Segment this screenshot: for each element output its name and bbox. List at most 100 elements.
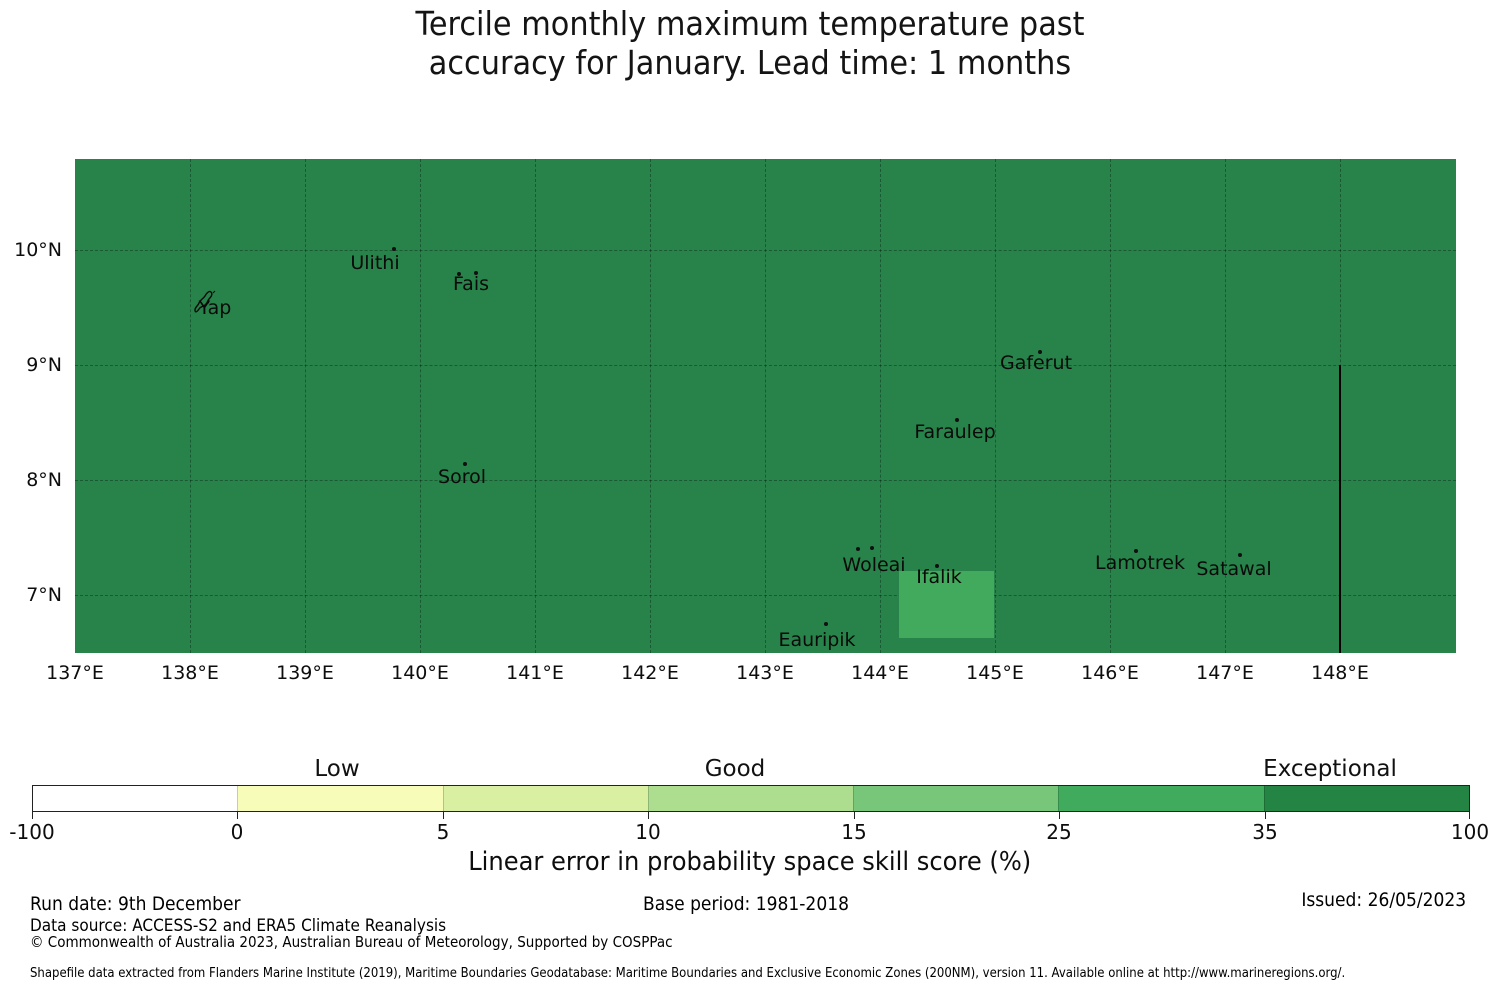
- island-label-ulithi: Ulithi: [350, 252, 400, 274]
- y-tick-10n: 10°N: [14, 239, 62, 261]
- island-dot-sorol: [463, 462, 467, 466]
- colorbar-tickmark-n100: [32, 812, 33, 819]
- colorbar-segment-6: [1058, 786, 1264, 811]
- x-tick-142e: 142°E: [621, 662, 679, 684]
- x-tick-140e: 140°E: [391, 662, 449, 684]
- gridline-vertical-146e: [1110, 159, 1111, 653]
- colorbar-segment-7: [1263, 786, 1469, 811]
- colorbar: [32, 785, 1470, 812]
- colorbar-segment-1: [33, 786, 238, 811]
- colorbar-segment-3: [442, 786, 648, 811]
- copyright-text: © Commonwealth of Australia 2023, Austra…: [30, 933, 744, 951]
- island-dot-fais-2: [474, 271, 478, 275]
- y-tick-7n: 7°N: [26, 584, 62, 606]
- island-dot-lamotrek: [1134, 549, 1138, 553]
- page-title-line-2: accuracy for January. Lead time: 1 month…: [428, 43, 1072, 82]
- x-tick-138e: 138°E: [161, 662, 219, 684]
- island-label-sorol: Sorol: [438, 466, 486, 488]
- gridline-vertical-139e: [305, 159, 306, 653]
- x-tick-144e: 144°E: [851, 662, 909, 684]
- run-date-text: Run date: 9th December: [30, 893, 264, 915]
- gridline-vertical-142e: [650, 159, 651, 653]
- data-source-value: Data source: ACCESS-S2 and ERA5 Climate …: [30, 916, 447, 936]
- gridline-horizontal-8n: [75, 480, 1456, 481]
- island-dot-ulithi: [392, 247, 396, 251]
- island-dot-satawal: [1238, 553, 1242, 557]
- page-title: Tercile monthly maximum temperature past…: [0, 4, 1500, 82]
- gridline-vertical-147e: [1225, 159, 1226, 653]
- copyright-value: © Commonwealth of Australia 2023, Austra…: [30, 933, 673, 951]
- base-period-text: Base period: 1981-2018: [643, 893, 872, 915]
- colorbar-segment-5: [853, 786, 1059, 811]
- x-tick-146e: 146°E: [1081, 662, 1139, 684]
- page-title-line-1: Tercile monthly maximum temperature past: [415, 4, 1085, 43]
- island-label-satawal: Satawal: [1196, 558, 1272, 580]
- colorbar-tickmark-25: [1059, 812, 1060, 819]
- colorbar-tickmark-100: [1469, 812, 1470, 819]
- colorbar-category-low: Low: [314, 756, 360, 782]
- y-tick-9n: 9°N: [26, 354, 62, 376]
- colorbar-axis-label: Linear error in probability space skill …: [0, 847, 1500, 877]
- island-dot-fais-1: [457, 272, 461, 276]
- x-tick-141e: 141°E: [506, 662, 564, 684]
- run-date-value: Run date: 9th December: [30, 893, 241, 915]
- gridline-vertical-144e: [880, 159, 881, 653]
- data-source-text: Data source: ACCESS-S2 and ERA5 Climate …: [30, 916, 492, 936]
- island-label-woleai: Woleai: [842, 554, 906, 576]
- colorbar-tick-25: 25: [1046, 820, 1072, 844]
- island-label-ifalik: Ifalik: [916, 566, 962, 588]
- colorbar-tickmark-35: [1265, 812, 1266, 819]
- map-panel: Yap Ulithi Fais Sorol Gaferut Faraulep W…: [75, 159, 1456, 653]
- colorbar-tick-0: 0: [230, 820, 244, 844]
- colorbar-tickmark-5: [443, 812, 444, 819]
- island-label-faraulep: Faraulep: [914, 421, 996, 443]
- island-label-lamotrek: Lamotrek: [1095, 552, 1185, 574]
- shapefile-attribution-text: Shapefile data extracted from Flanders M…: [30, 966, 1491, 981]
- colorbar-tickmark-10: [648, 812, 649, 819]
- gridline-horizontal-9n: [75, 365, 1456, 366]
- island-label-eauripik: Eauripik: [778, 629, 856, 651]
- colorbar-tick-15: 15: [841, 820, 867, 844]
- island-dot-eauripik: [824, 622, 828, 626]
- issued-date-text: Issued: 26/05/2023: [1283, 889, 1466, 911]
- x-tick-137e: 137°E: [46, 662, 104, 684]
- x-tick-145e: 145°E: [966, 662, 1024, 684]
- colorbar-category-exceptional: Exceptional: [1263, 756, 1397, 782]
- shapefile-attribution-value: Shapefile data extracted from Flanders M…: [30, 966, 1346, 981]
- gridline-horizontal-10n: [75, 250, 1456, 251]
- issued-date-value: Issued: 26/05/2023: [1301, 889, 1466, 911]
- colorbar-segment-4: [647, 786, 854, 811]
- x-tick-148e: 148°E: [1311, 662, 1369, 684]
- island-label-gaferut: Gaferut: [999, 352, 1073, 374]
- colorbar-tick-5: 5: [436, 820, 450, 844]
- gridline-horizontal-7n: [75, 595, 1456, 596]
- base-period-value: Base period: 1981-2018: [643, 893, 849, 915]
- colorbar-tick-100: 100: [1450, 820, 1490, 844]
- island-dot-woleai-1: [856, 547, 860, 551]
- colorbar-category-good: Good: [704, 756, 766, 782]
- x-tick-143e: 143°E: [736, 662, 794, 684]
- island-dot-gaferut: [1038, 350, 1042, 354]
- island-dot-ifalik: [935, 564, 939, 568]
- colorbar-tickmark-15: [854, 812, 855, 819]
- yap-island-outline: [194, 290, 216, 313]
- colorbar-tick-10: 10: [635, 820, 661, 844]
- island-label-yap: Yap: [198, 297, 232, 319]
- gridline-vertical-145e: [995, 159, 996, 653]
- gridline-vertical-140e: [420, 159, 421, 653]
- colorbar-axis-label-text: Linear error in probability space skill …: [468, 847, 1032, 877]
- colorbar-tickmark-0: [237, 812, 238, 819]
- ifalik-skill-cell: [899, 571, 994, 638]
- y-tick-8n: 8°N: [26, 469, 62, 491]
- gridline-vertical-138e: [190, 159, 191, 653]
- island-dot-woleai-2: [870, 546, 874, 550]
- island-label-fais: Fais: [452, 273, 490, 295]
- x-tick-139e: 139°E: [276, 662, 334, 684]
- x-tick-147e: 147°E: [1196, 662, 1254, 684]
- colorbar-tick-n100: -100: [9, 820, 55, 844]
- colorbar-segment-2: [237, 786, 443, 811]
- gridline-vertical-143e: [765, 159, 766, 653]
- gridline-vertical-141e: [535, 159, 536, 653]
- colorbar-tick-35: 35: [1252, 820, 1278, 844]
